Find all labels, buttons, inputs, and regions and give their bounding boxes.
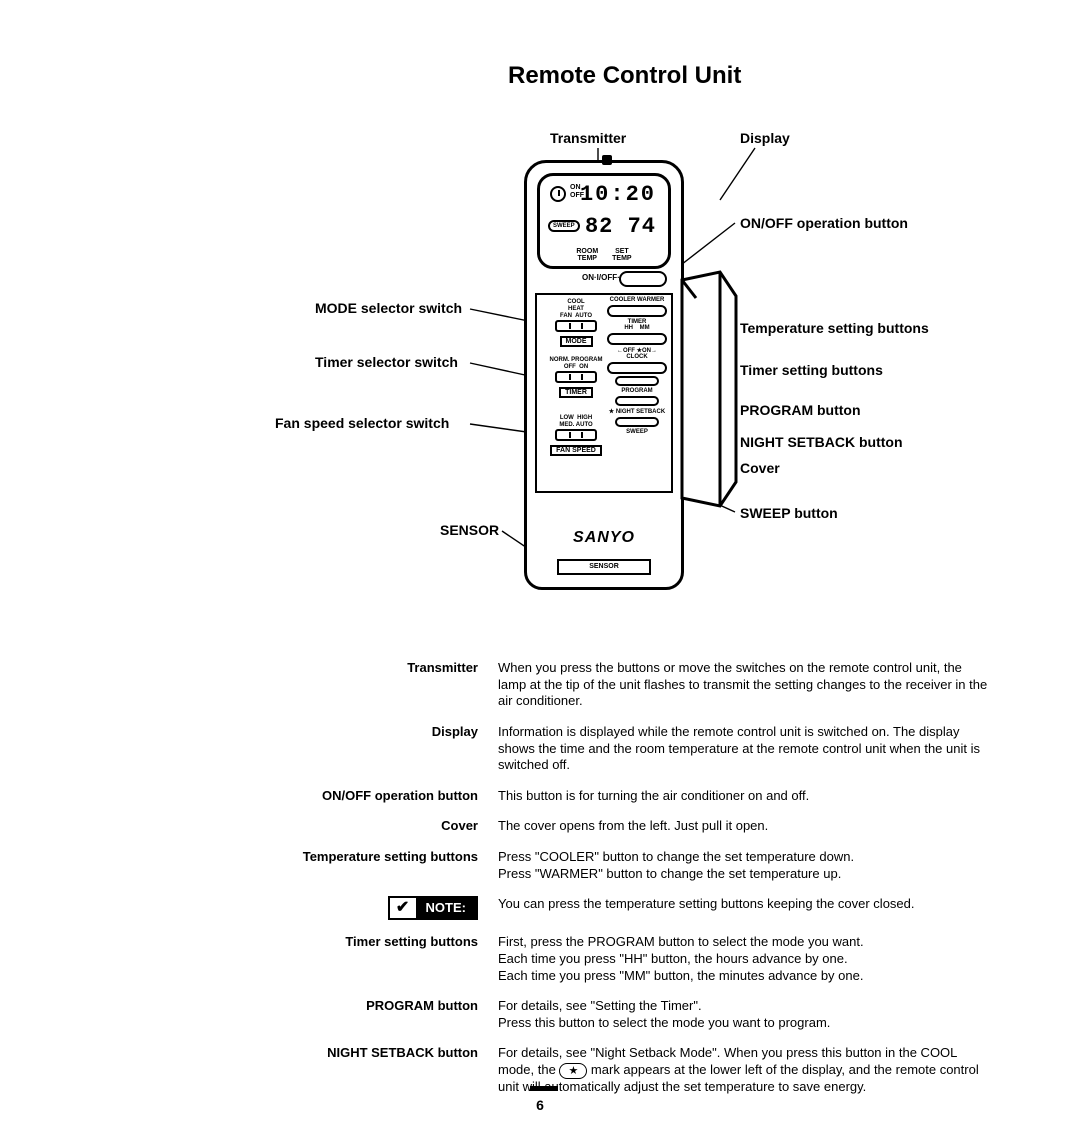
sweep-button[interactable]: [615, 417, 659, 427]
label-fan-speed-selector: Fan speed selector switch: [275, 415, 449, 431]
description-row: TransmitterWhen you press the buttons or…: [268, 660, 988, 710]
control-panel: COOL HEAT FAN AUTO MODE NORM. PROGRAM OF…: [535, 293, 673, 493]
description-row: ✔NOTE: You can press the temperature sett…: [268, 896, 988, 920]
program-label: PROGRAM: [607, 388, 667, 394]
description-term: PROGRAM button: [268, 998, 498, 1015]
lcd-time: 10:20: [580, 182, 656, 207]
star-icon: ★: [559, 1063, 587, 1079]
clock-buttons[interactable]: [607, 362, 667, 374]
description-row: NIGHT SETBACK buttonFor details, see "Ni…: [268, 1045, 988, 1095]
description-list: TransmitterWhen you press the buttons or…: [268, 660, 988, 1109]
description-term: NIGHT SETBACK button: [268, 1045, 498, 1062]
lcd-temps: 82 74: [585, 214, 656, 239]
lcd-set-temp-label: SET TEMP: [612, 248, 631, 262]
mode-options: COOL HEAT FAN AUTO: [541, 299, 611, 320]
timer-hhmm-label: TIMER HH MM: [607, 319, 667, 331]
description-term: ON/OFF operation button: [268, 788, 498, 805]
cooler-warmer-label: COOLER WARMER: [607, 297, 667, 303]
description-body: Information is displayed while the remot…: [498, 724, 988, 774]
label-sweep: SWEEP button: [740, 505, 838, 521]
remote-diagram: ON OFF 10:20 SWEEP 82 74 ROOM TEMP SET T…: [524, 160, 684, 590]
label-onoff: ON/OFF operation button: [740, 215, 908, 231]
description-row: Temperature setting buttonsPress "COOLER…: [268, 849, 988, 882]
clock-icon: [550, 186, 566, 202]
description-body: For details, see "Night Setback Mode". W…: [498, 1045, 988, 1095]
description-term: Transmitter: [268, 660, 498, 677]
label-temp-setting: Temperature setting buttons: [740, 320, 929, 336]
description-term: Timer setting buttons: [268, 934, 498, 951]
timer-caption: TIMER: [559, 387, 593, 398]
brand-logo: SANYO: [527, 529, 681, 547]
description-term: Cover: [268, 818, 498, 835]
fan-slider[interactable]: [555, 429, 597, 441]
timer-options: NORM. PROGRAM OFF ON: [541, 357, 611, 371]
description-body: For details, see "Setting the Timer". Pr…: [498, 998, 988, 1031]
night-label: ★ NIGHT SETBACK: [607, 408, 667, 415]
label-transmitter: Transmitter: [550, 130, 626, 146]
page-title: Remote Control Unit: [508, 62, 741, 90]
page-number: 6: [0, 1097, 1080, 1113]
description-body: Press "COOLER" button to change the set …: [498, 849, 988, 882]
fan-caption: FAN SPEED: [550, 445, 602, 456]
timer-slider[interactable]: [555, 371, 597, 383]
label-sensor: SENSOR: [440, 522, 499, 538]
label-timer-setting: Timer setting buttons: [740, 362, 883, 378]
hhmm-buttons[interactable]: [607, 333, 667, 345]
mode-slider[interactable]: [555, 320, 597, 332]
description-row: PROGRAM buttonFor details, see "Setting …: [268, 998, 988, 1031]
description-body: The cover opens from the left. Just pull…: [498, 818, 988, 835]
label-night-setback: NIGHT SETBACK button: [740, 434, 903, 450]
label-display: Display: [740, 130, 790, 146]
description-body: First, press the PROGRAM button to selec…: [498, 934, 988, 984]
program-button[interactable]: [615, 376, 659, 386]
note-badge: ✔NOTE:: [388, 896, 478, 920]
page-divider: [530, 1086, 558, 1091]
label-mode-selector: MODE selector switch: [315, 300, 462, 316]
description-body: This button is for turning the air condi…: [498, 788, 988, 805]
transmitter-tip-icon: [602, 155, 612, 165]
description-row: Timer setting buttonsFirst, press the PR…: [268, 934, 988, 984]
lcd-display: ON OFF 10:20 SWEEP 82 74 ROOM TEMP SET T…: [537, 173, 671, 269]
label-timer-selector: Timer selector switch: [315, 354, 458, 370]
description-term: ✔NOTE:: [268, 896, 498, 920]
lcd-room-temp-label: ROOM TEMP: [576, 248, 598, 262]
fan-options: LOW HIGH MED. AUTO: [541, 415, 611, 429]
description-body: When you press the buttons or move the s…: [498, 660, 988, 710]
description-row: CoverThe cover opens from the left. Just…: [268, 818, 988, 835]
night-setback-button[interactable]: [615, 396, 659, 406]
description-term: Display: [268, 724, 498, 741]
sensor-slot: SENSOR: [557, 559, 651, 575]
clock-label: ←OFF ★ON→ CLOCK: [607, 347, 667, 360]
description-body: You can press the temperature setting bu…: [498, 896, 988, 913]
mode-caption: MODE: [560, 336, 593, 347]
note-label: NOTE:: [416, 898, 476, 918]
sweep-label: SWEEP: [607, 429, 667, 435]
check-icon: ✔: [390, 898, 416, 918]
onoff-button[interactable]: [619, 271, 667, 287]
lcd-sweep-badge: SWEEP: [548, 220, 580, 232]
label-cover: Cover: [740, 460, 780, 476]
label-program: PROGRAM button: [740, 402, 861, 418]
description-row: DisplayInformation is displayed while th…: [268, 724, 988, 774]
cover-flap-icon: [680, 270, 740, 510]
temp-buttons[interactable]: [607, 305, 667, 317]
description-term: Temperature setting buttons: [268, 849, 498, 866]
description-row: ON/OFF operation buttonThis button is fo…: [268, 788, 988, 805]
